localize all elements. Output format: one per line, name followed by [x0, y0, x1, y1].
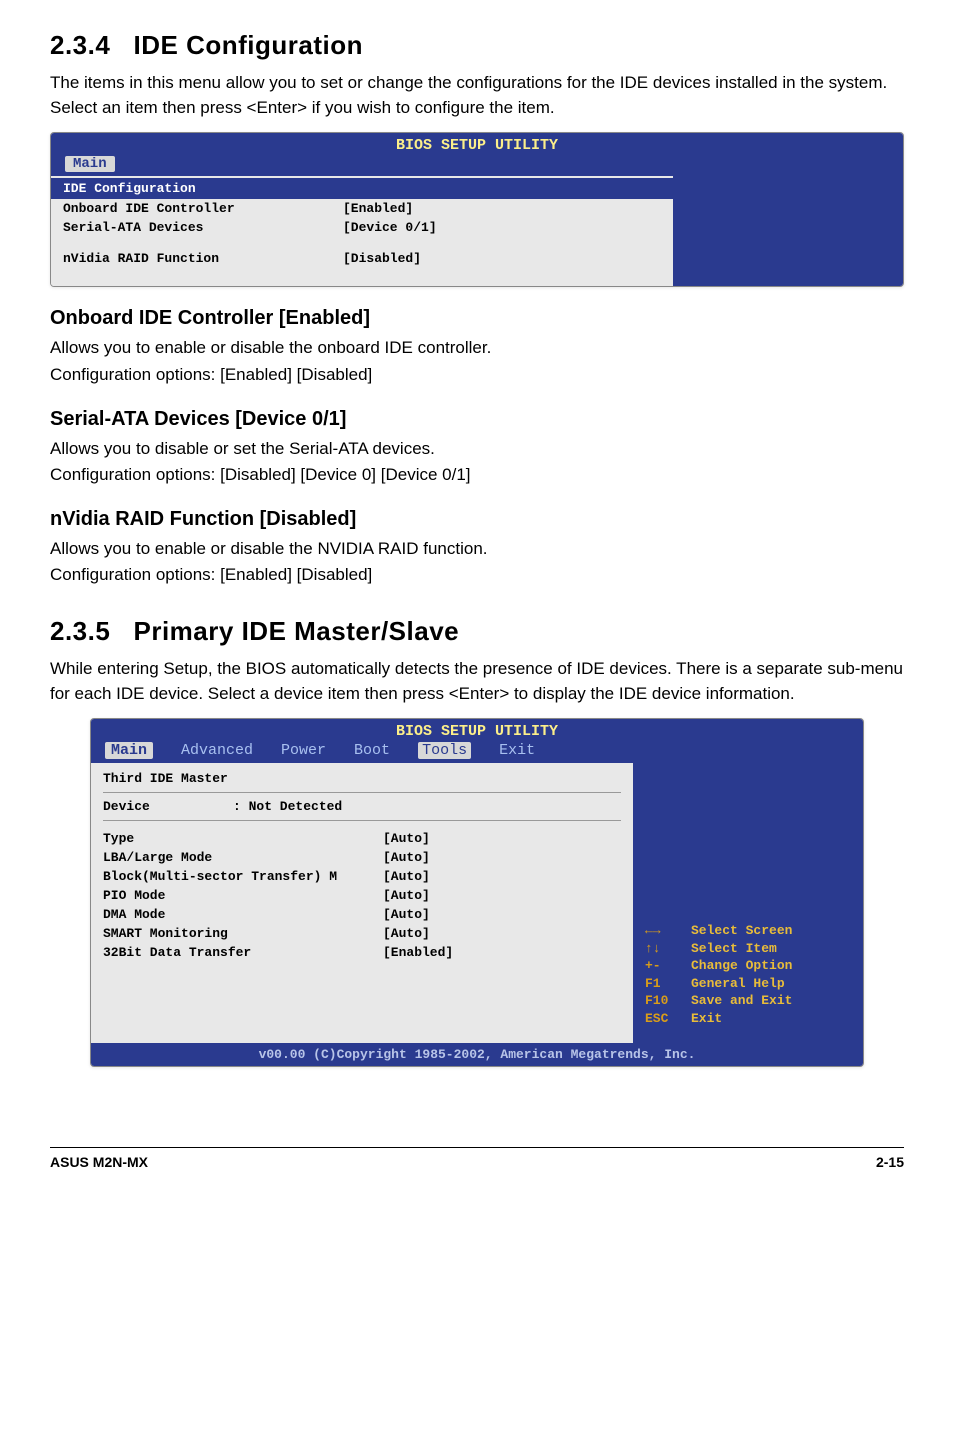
bios2-r1-value: [Auto]: [383, 850, 621, 865]
bios1-header: BIOS SETUP UTILITY Main: [51, 133, 903, 176]
bios2-device-value: : Not Detected: [233, 799, 621, 814]
section2-intro: While entering Setup, the BIOS automatic…: [50, 657, 904, 706]
bios2-row-3[interactable]: PIO Mode [Auto]: [91, 886, 633, 905]
bios2-subheader: Third IDE Master: [103, 771, 228, 786]
help-text-3: General Help: [691, 975, 785, 993]
bios2-r0-label: Type: [103, 831, 383, 846]
sub3-heading: nVidia RAID Function [Disabled]: [50, 508, 904, 531]
help-row-0: ←→ Select Screen: [645, 922, 851, 940]
help-text-5: Exit: [691, 1010, 722, 1028]
bios2-r6-value: [Enabled]: [383, 945, 621, 960]
sub3-line1: Allows you to enable or disable the NVID…: [50, 537, 904, 562]
help-row-3: F1 General Help: [645, 975, 851, 993]
bios2-subheader-row: Third IDE Master: [91, 765, 633, 788]
page-footer: ASUS M2N-MX 2-15: [50, 1147, 904, 1170]
bios2-device-label: Device: [103, 799, 233, 814]
bios1-title: BIOS SETUP UTILITY: [65, 137, 889, 154]
bios2-row-5[interactable]: SMART Monitoring [Auto]: [91, 924, 633, 943]
help-text-4: Save and Exit: [691, 992, 792, 1010]
bios2-row-1[interactable]: LBA/Large Mode [Auto]: [91, 848, 633, 867]
help-key-4: F10: [645, 992, 677, 1010]
help-key-3: F1: [645, 975, 677, 993]
section-heading-2: Primary IDE Master/Slave: [134, 616, 460, 646]
bios2-r1-label: LBA/Large Mode: [103, 850, 383, 865]
bios2-tab-boot[interactable]: Boot: [354, 742, 390, 759]
bios-panel-1: BIOS SETUP UTILITY Main IDE Configuratio…: [50, 132, 904, 287]
bios2-tab-advanced[interactable]: Advanced: [181, 742, 253, 759]
bios1-row1-value: [Device 0/1]: [343, 220, 661, 235]
sub1-line1: Allows you to enable or disable the onbo…: [50, 336, 904, 361]
bios1-row-0[interactable]: Onboard IDE Controller [Enabled]: [51, 199, 673, 218]
help-key-0: ←→: [645, 922, 677, 940]
bios2-r3-value: [Auto]: [383, 888, 621, 903]
sub1-heading: Onboard IDE Controller [Enabled]: [50, 307, 904, 330]
help-row-5: ESC Exit: [645, 1010, 851, 1028]
help-text-2: Change Option: [691, 957, 792, 975]
bios2-r4-label: DMA Mode: [103, 907, 383, 922]
sub2-heading: Serial-ATA Devices [Device 0/1]: [50, 408, 904, 431]
bios1-row0-label: Onboard IDE Controller: [63, 201, 343, 216]
bios2-tabs: Main Advanced Power Boot Tools Exit: [91, 740, 863, 763]
help-key-2: +-: [645, 957, 677, 975]
help-text-0: Select Screen: [691, 922, 792, 940]
bios2-header: BIOS SETUP UTILITY: [91, 719, 863, 740]
help-row-4: F10 Save and Exit: [645, 992, 851, 1010]
bios2-r4-value: [Auto]: [383, 907, 621, 922]
bios2-row-2[interactable]: Block(Multi-sector Transfer) M [Auto]: [91, 867, 633, 886]
bios2-tab-tools[interactable]: Tools: [418, 742, 471, 759]
bios2-right: ←→ Select Screen ↑↓ Select Item +- Chang…: [633, 763, 863, 1043]
bios1-right: [673, 176, 903, 286]
bios-panel-2: BIOS SETUP UTILITY Main Advanced Power B…: [90, 718, 864, 1067]
section-number-2: 2.3.5: [50, 616, 110, 646]
footer-right: 2-15: [876, 1154, 904, 1170]
help-text-1: Select Item: [691, 940, 777, 958]
sub2-line1: Allows you to disable or set the Serial-…: [50, 437, 904, 462]
bios2-row-6[interactable]: 32Bit Data Transfer [Enabled]: [91, 943, 633, 962]
bios2-tab-exit[interactable]: Exit: [499, 742, 535, 759]
sub3-line2: Configuration options: [Enabled] [Disabl…: [50, 563, 904, 588]
help-row-2: +- Change Option: [645, 957, 851, 975]
bios1-tab-main[interactable]: Main: [65, 156, 115, 172]
section1-intro: The items in this menu allow you to set …: [50, 71, 904, 120]
section-title-1: 2.3.4 IDE Configuration: [50, 30, 904, 61]
section-heading-1: IDE Configuration: [134, 30, 363, 60]
bios2-r0-value: [Auto]: [383, 831, 621, 846]
bios1-row2-value: [Disabled]: [343, 251, 661, 266]
bios2-left: Third IDE Master Device : Not Detected T…: [91, 763, 633, 1043]
section-title-2: 2.3.5 Primary IDE Master/Slave: [50, 616, 904, 647]
bios1-row-1[interactable]: Serial-ATA Devices [Device 0/1]: [51, 218, 673, 237]
footer-left: ASUS M2N-MX: [50, 1154, 148, 1170]
bios2-row-4[interactable]: DMA Mode [Auto]: [91, 905, 633, 924]
bios2-footer: v00.00 (C)Copyright 1985-2002, American …: [91, 1043, 863, 1066]
bios2-device-row: Device : Not Detected: [91, 797, 633, 816]
help-key-1: ↑↓: [645, 940, 677, 958]
bios2-help-block: ←→ Select Screen ↑↓ Select Item +- Chang…: [645, 922, 851, 1027]
bios2-r3-label: PIO Mode: [103, 888, 383, 903]
bios1-row-2[interactable]: nVidia RAID Function [Disabled]: [51, 249, 673, 268]
section-number-1: 2.3.4: [50, 30, 110, 60]
bios1-row2-label: nVidia RAID Function: [63, 251, 343, 266]
sub1-line2: Configuration options: [Enabled] [Disabl…: [50, 363, 904, 388]
bios2-r2-value: [Auto]: [383, 869, 621, 884]
bios2-tab-power[interactable]: Power: [281, 742, 326, 759]
bios2-r2-label: Block(Multi-sector Transfer) M: [103, 869, 383, 884]
bios1-left: IDE Configuration Onboard IDE Controller…: [51, 176, 673, 286]
bios2-r5-value: [Auto]: [383, 926, 621, 941]
help-key-5: ESC: [645, 1010, 677, 1028]
bios2-tab-main[interactable]: Main: [105, 742, 153, 759]
bios2-r6-label: 32Bit Data Transfer: [103, 945, 383, 960]
bios1-row0-value: [Enabled]: [343, 201, 661, 216]
bios1-row1-label: Serial-ATA Devices: [63, 220, 343, 235]
bios1-subheader: IDE Configuration: [51, 178, 673, 199]
sub2-line2: Configuration options: [Disabled] [Devic…: [50, 463, 904, 488]
help-row-1: ↑↓ Select Item: [645, 940, 851, 958]
bios2-r5-label: SMART Monitoring: [103, 926, 383, 941]
bios2-title: BIOS SETUP UTILITY: [396, 723, 558, 740]
bios2-row-0[interactable]: Type [Auto]: [91, 829, 633, 848]
